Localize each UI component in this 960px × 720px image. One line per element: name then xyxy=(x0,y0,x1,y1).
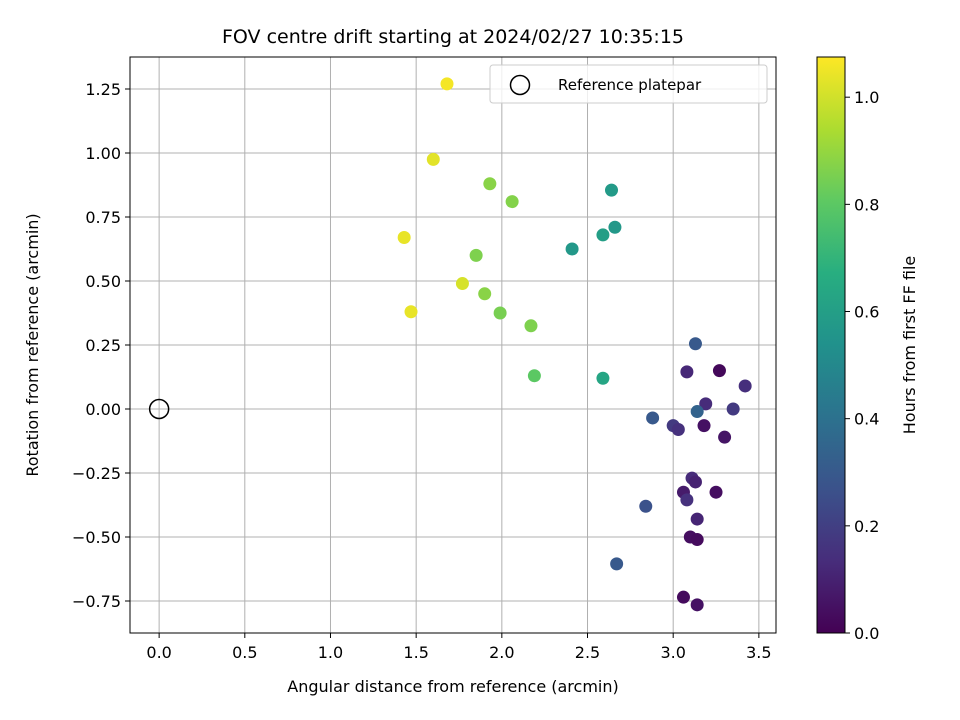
colorbar-tick-label: 0.6 xyxy=(854,303,879,322)
data-point xyxy=(688,475,702,489)
data-point xyxy=(690,512,704,526)
y-axis-label: Rotation from reference (arcmin) xyxy=(23,213,42,476)
x-tick-label: 1.5 xyxy=(403,643,428,662)
data-point xyxy=(738,379,752,393)
data-point xyxy=(565,242,579,256)
data-point xyxy=(527,369,541,383)
legend-box xyxy=(489,64,768,104)
data-points xyxy=(397,77,752,612)
x-tick-label: 3.5 xyxy=(746,643,771,662)
data-point xyxy=(493,306,507,320)
data-point xyxy=(469,248,483,262)
data-point xyxy=(680,493,694,507)
data-point xyxy=(483,177,497,191)
x-tick-label: 3.0 xyxy=(660,643,685,662)
colorbar-gradient xyxy=(817,57,845,633)
data-point xyxy=(690,405,704,419)
y-tick-label: 0.00 xyxy=(85,400,121,419)
data-point xyxy=(639,499,653,513)
y-tick-label: −0.75 xyxy=(72,592,121,611)
data-point xyxy=(699,397,713,411)
colorbar-tick-label: 0.4 xyxy=(854,410,879,429)
data-point xyxy=(608,220,622,234)
colorbar-tick-label: 1.0 xyxy=(854,88,879,107)
data-point xyxy=(712,364,726,378)
colorbar-tick-label: 0.2 xyxy=(854,517,879,536)
x-tick-label: 0.0 xyxy=(146,643,171,662)
data-point xyxy=(478,287,492,301)
data-point xyxy=(605,183,619,197)
legend: Reference platepar xyxy=(489,64,768,104)
y-tick-label: −0.50 xyxy=(72,528,121,547)
colorbar-tick-label: 0.8 xyxy=(854,195,879,214)
data-point xyxy=(524,319,538,333)
y-tick-label: 1.25 xyxy=(85,80,121,99)
y-axis-ticks: −0.75 −0.50 −0.25 0.00 0.25 0.50 0.75 1.00 1.25 xyxy=(72,80,130,611)
x-tick-label: 2.0 xyxy=(489,643,514,662)
y-tick-label: 0.75 xyxy=(85,208,121,227)
data-point xyxy=(596,371,610,385)
data-point xyxy=(726,402,740,416)
legend-label-reference: Reference platepar xyxy=(558,76,702,94)
x-tick-label: 1.0 xyxy=(318,643,343,662)
data-point xyxy=(610,557,624,571)
y-tick-label: 0.50 xyxy=(85,272,121,291)
data-point xyxy=(646,411,660,425)
colorbar-ticks: 0.0 0.2 0.4 0.6 0.8 1.0 xyxy=(845,88,879,643)
legend-marker-reference xyxy=(509,74,531,96)
data-point xyxy=(709,485,723,499)
x-tick-label: 2.5 xyxy=(575,643,600,662)
colorbar: 0.0 0.2 0.4 0.6 0.8 1.0 Hours from first FF f… xyxy=(816,56,919,643)
data-point xyxy=(455,277,469,291)
data-point xyxy=(596,228,610,242)
chart-title: FOV centre drift starting at 2024/02/27 … xyxy=(222,26,684,48)
data-point xyxy=(718,430,732,444)
x-axis-label: Angular distance from reference (arcmin) xyxy=(287,677,618,696)
y-tick-label: −0.25 xyxy=(72,464,121,483)
grid xyxy=(130,57,776,633)
y-tick-label: 1.00 xyxy=(85,144,121,163)
data-point xyxy=(697,419,711,433)
data-point xyxy=(505,195,519,209)
y-tick-label: 0.25 xyxy=(85,336,121,355)
colorbar-label: Hours from first FF file xyxy=(900,256,919,435)
data-point xyxy=(440,77,454,91)
colorbar-tick-label: 0.0 xyxy=(854,624,879,643)
data-point xyxy=(688,337,702,351)
reference-platepar-marker xyxy=(148,398,170,420)
data-point xyxy=(404,305,418,319)
data-point xyxy=(676,590,690,604)
colorbar-frame xyxy=(816,56,846,634)
data-point xyxy=(690,533,704,547)
data-point xyxy=(680,365,694,379)
x-axis-ticks: 0.0 0.5 1.0 1.5 2.0 2.5 3.0 3.5 xyxy=(146,633,772,662)
data-point xyxy=(397,230,411,244)
x-tick-label: 0.5 xyxy=(232,643,257,662)
data-point xyxy=(671,422,685,436)
data-point xyxy=(690,598,704,612)
data-point xyxy=(426,152,440,166)
